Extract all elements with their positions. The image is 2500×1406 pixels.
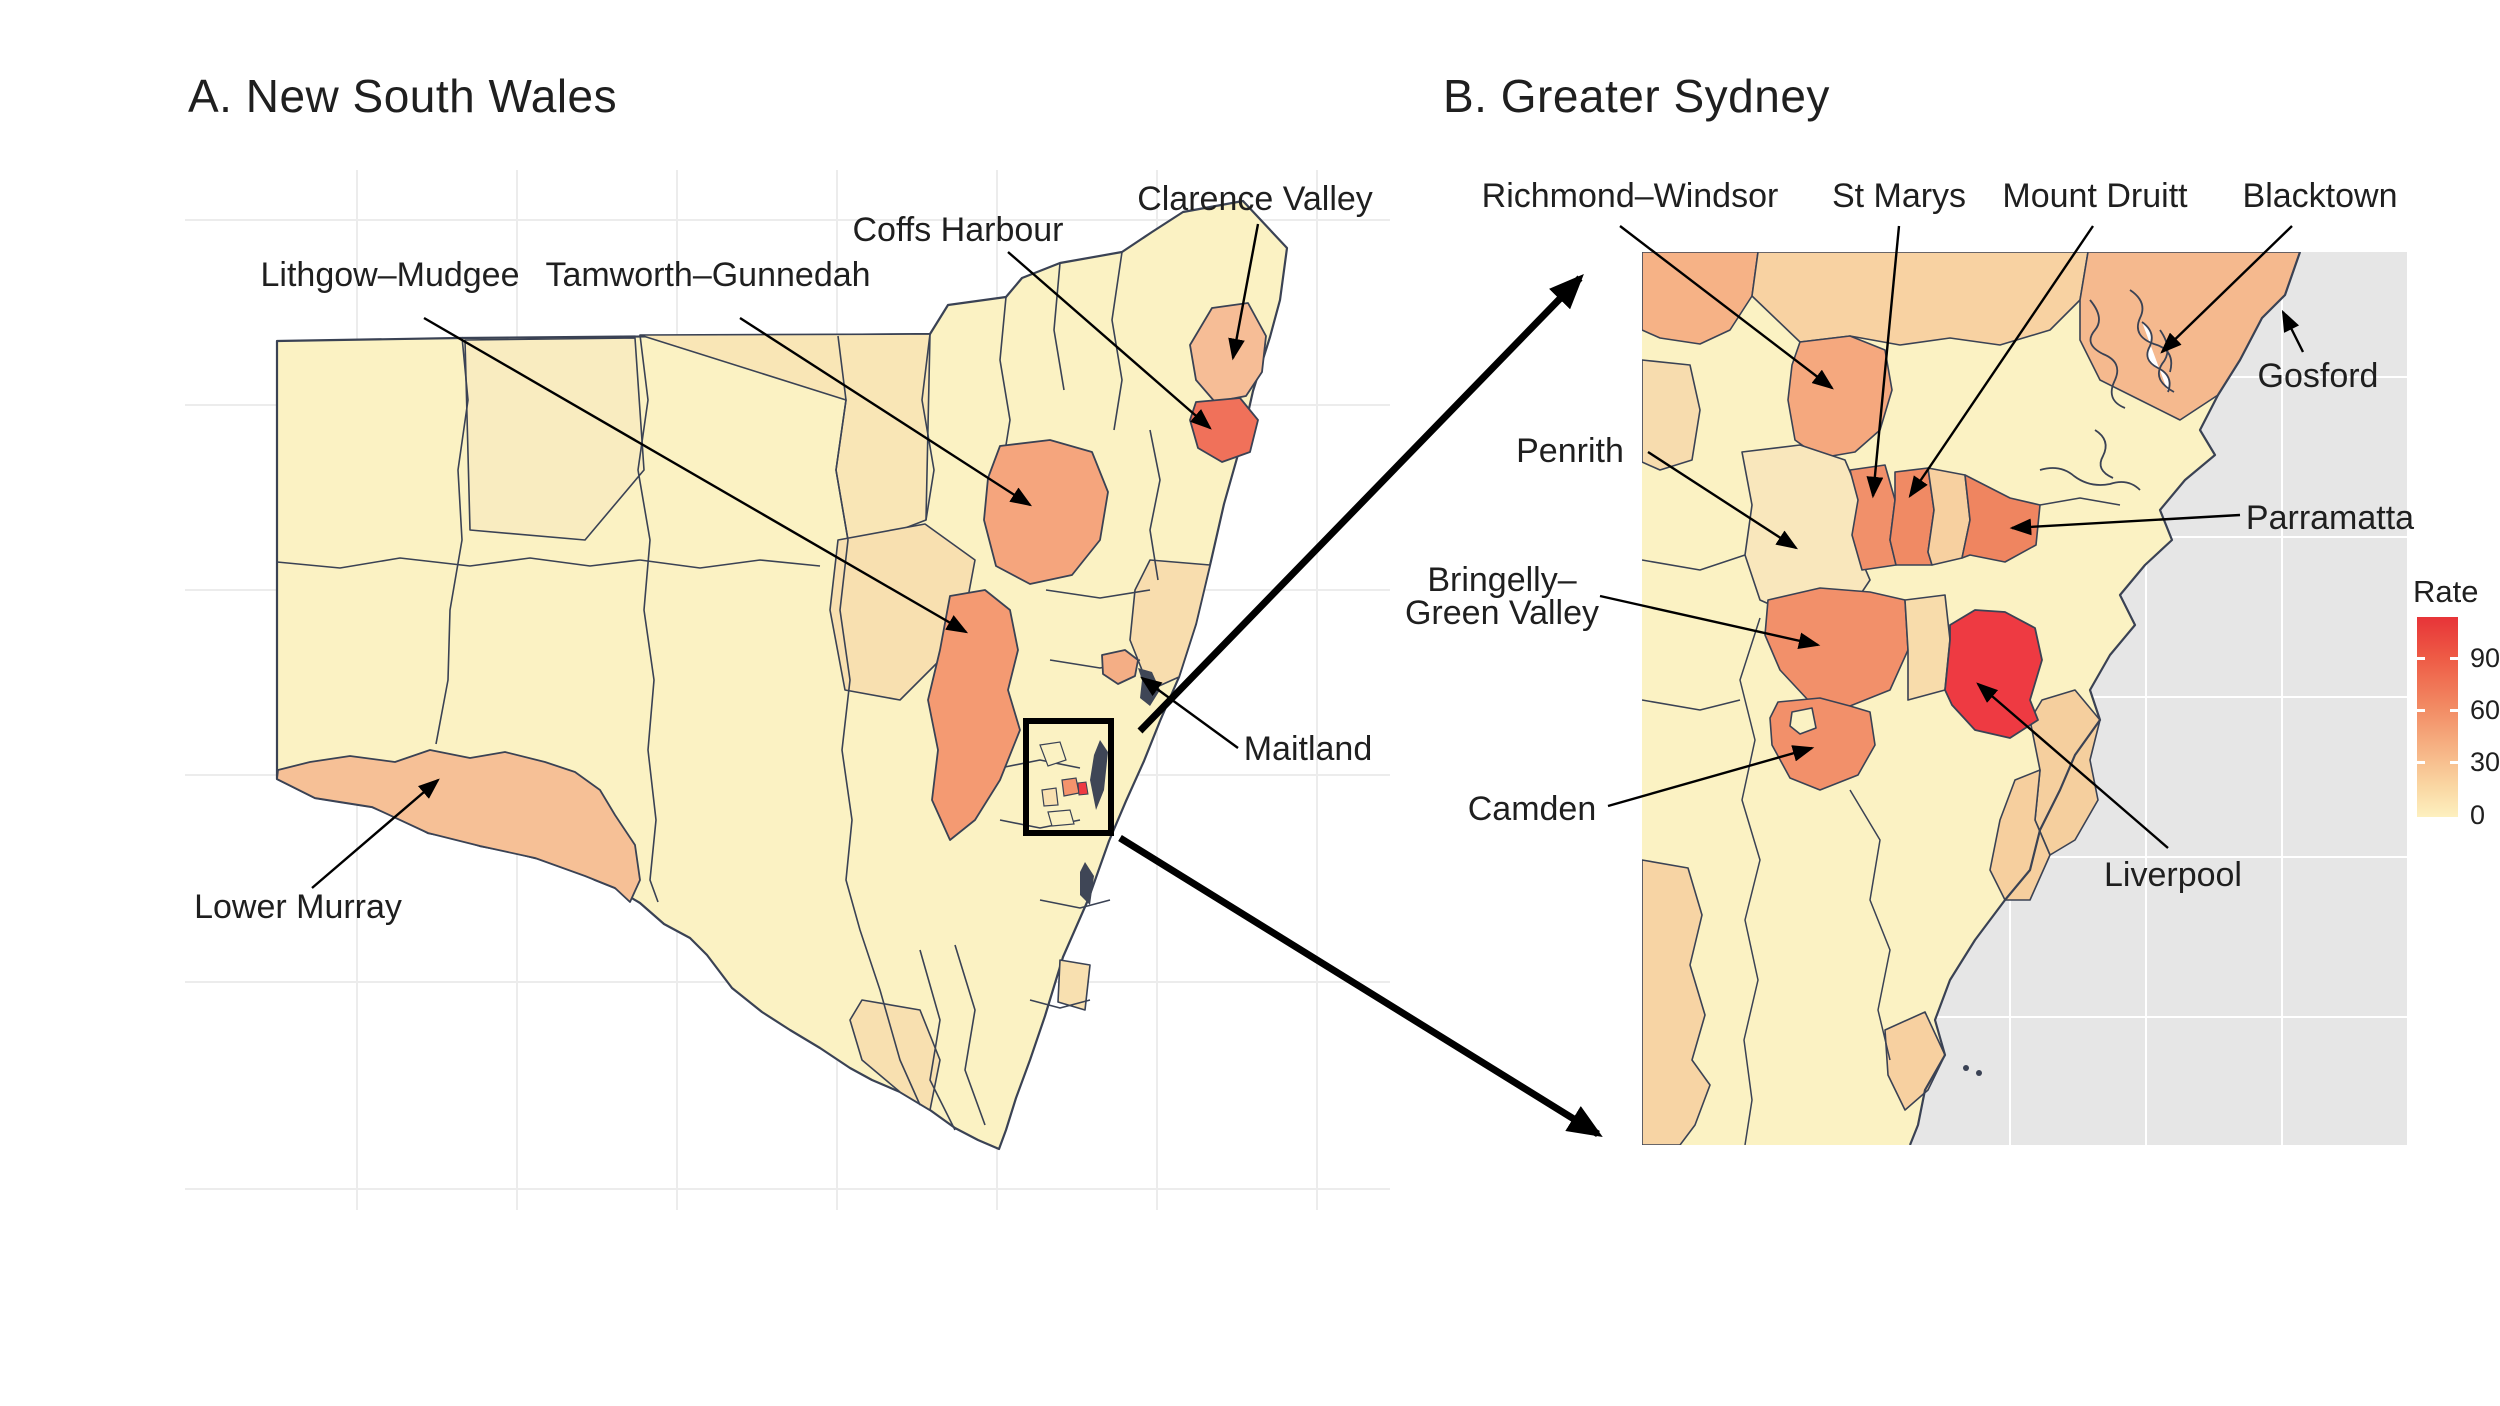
leader-blacktown [2160, 225, 2293, 354]
label-penrith: Penrith [1516, 432, 1624, 470]
legend-tick-0: 0 [2470, 800, 2485, 830]
legend-tick-marks [2417, 657, 2458, 764]
panel-a-annotations [311, 223, 1260, 889]
region-lithgow-mudgee [927, 589, 1021, 841]
label-liverpool: Liverpool [2104, 856, 2242, 894]
region-maitland [1101, 649, 1139, 685]
inset-arrow-top [1137, 273, 1584, 734]
label-gosford: Gosford [2258, 357, 2379, 395]
label-parramatta: Parramatta [2246, 499, 2414, 537]
leader-lithgow-mudgee [423, 316, 969, 634]
label-maitland: Maitland [1244, 730, 1373, 768]
inset-arrow-bottom [1118, 835, 1603, 1137]
region-liverpool [1944, 609, 2043, 739]
panel-b-boundaries [1642, 497, 2121, 1145]
leader-st-marys [1866, 225, 1901, 499]
legend: Rate 90 60 30 0 [2413, 574, 2500, 830]
panel-b-title: B. Greater Sydney [1443, 70, 1830, 122]
leader-coffs-harbour [1007, 251, 1212, 430]
panel-a-title: A. New South Wales [188, 70, 617, 122]
island-speck [1976, 1070, 1982, 1076]
panel-a-labels: Clarence Valley Coffs Harbour Lithgow–Mu… [194, 180, 1373, 926]
label-camden: Camden [1468, 790, 1597, 828]
label-mount-druitt: Mount Druitt [2002, 177, 2188, 215]
label-clarence-valley: Clarence Valley [1137, 180, 1373, 218]
panel-a-boundaries [276, 251, 1161, 1131]
label-tamworth-gunnedah: Tamworth–Gunnedah [545, 256, 870, 294]
panel-b-map [1642, 252, 2407, 1145]
island-speck [1963, 1065, 1969, 1071]
leader-mount-druitt [1908, 225, 2094, 498]
legend-title: Rate [2413, 574, 2478, 609]
region-lower-murray [276, 749, 641, 903]
label-lithgow-mudgee: Lithgow–Mudgee [261, 256, 520, 294]
sydney-inset-cluster [1039, 741, 1089, 827]
legend-colorbar [2417, 617, 2458, 817]
label-blacktown: Blacktown [2243, 177, 2398, 215]
leader-maitland [1140, 676, 1239, 749]
leader-richmond-windsor [1619, 225, 1834, 390]
inset-box [1023, 718, 1114, 836]
leader-liverpool [1976, 682, 2169, 849]
label-coffs-harbour: Coffs Harbour [852, 211, 1063, 249]
panel-b-subregions [1642, 252, 2301, 1145]
leader-penrith [1647, 450, 1799, 550]
leader-gosford [2281, 309, 2305, 353]
leader-lower-murray [311, 778, 440, 889]
leader-clarence-valley [1228, 223, 1260, 361]
leader-parramatta [2009, 513, 2241, 536]
legend-tick-30: 30 [2470, 747, 2500, 777]
region-clarence-valley [1189, 302, 1267, 403]
legend-tick-60: 60 [2470, 695, 2500, 725]
label-richmond-windsor: Richmond–Windsor [1482, 177, 1779, 215]
panel-a-map [185, 170, 1390, 1210]
region-tamworth-gunnedah [983, 439, 1109, 585]
label-lower-murray: Lower Murray [194, 888, 402, 926]
legend-tick-90: 90 [2470, 643, 2500, 673]
label-bringelly-line1: Bringelly– [1427, 561, 1576, 599]
inset-connectors [1118, 273, 1603, 1137]
panel-b-labels: Richmond–Windsor St Marys Mount Druitt B… [1405, 177, 2414, 894]
panel-b-annotations [1599, 225, 2305, 849]
label-st-marys: St Marys [1832, 177, 1966, 215]
coastline [1908, 252, 2302, 1145]
leader-bringelly-green-valley [1599, 594, 1821, 649]
leader-camden [1607, 745, 1815, 808]
leader-tamworth-gunnedah [739, 316, 1033, 507]
label-bringelly-line2: Green Valley [1405, 594, 1599, 632]
